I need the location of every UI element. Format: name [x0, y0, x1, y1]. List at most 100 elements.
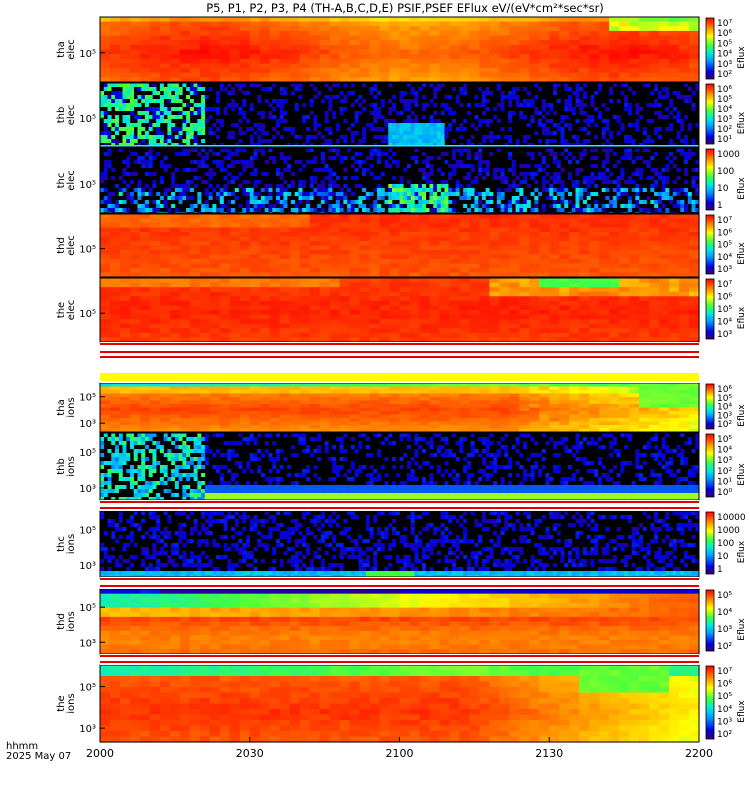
heat-cell: [319, 35, 331, 41]
heat-cell: [409, 287, 421, 293]
heat-cell: [373, 135, 378, 139]
heat-cell: [599, 287, 610, 293]
heat-cell: [259, 77, 271, 83]
heat-cell: [489, 272, 500, 278]
heat-cell: [279, 99, 284, 103]
heat-cell: [189, 54, 201, 60]
heat-cell: [599, 319, 610, 325]
heat-cell: [639, 115, 644, 119]
heat-cell: [159, 250, 171, 256]
heat-cell: [489, 196, 494, 200]
heat-cell: [249, 245, 261, 251]
heat-cell: [679, 232, 690, 238]
heat-cell: [479, 259, 490, 265]
heat-cell: [107, 200, 112, 204]
heat-cell: [229, 241, 241, 247]
heat-cell: [100, 103, 105, 107]
heat-cell: [599, 17, 610, 23]
heat-cell: [302, 184, 307, 188]
heat-cell: [679, 72, 690, 78]
heat-cell: [586, 131, 591, 135]
heat-cell: [299, 236, 311, 242]
heat-cell: [171, 176, 176, 180]
heat-cell: [369, 227, 381, 233]
heat-cell: [489, 305, 500, 311]
heat-cell: [499, 245, 510, 251]
heat-cell: [499, 259, 510, 265]
heat-cell: [103, 176, 108, 180]
heat-cell: [479, 49, 490, 55]
heat-cell: [239, 68, 251, 74]
heat-cell: [329, 245, 341, 251]
heat-cell: [564, 139, 569, 143]
heat-cell: [231, 180, 236, 184]
heat-cell: [695, 176, 700, 180]
heat-cell: [691, 168, 696, 172]
heat-cell: [560, 135, 565, 139]
heat-cell: [469, 254, 480, 260]
heat-cell: [500, 103, 505, 107]
heat-cell: [114, 95, 120, 99]
heat-cell: [268, 148, 273, 152]
heat-cell: [309, 184, 314, 188]
heat-cell: [309, 54, 321, 60]
heat-cell: [239, 263, 251, 269]
heat-cell: [687, 192, 692, 196]
heat-cell: [429, 254, 441, 260]
heat-cell: [163, 107, 168, 111]
heat-cell: [459, 300, 470, 307]
heat-cell: [419, 314, 431, 320]
heat-cell: [409, 232, 421, 238]
heat-cell: [519, 63, 530, 69]
heat-cell: [239, 232, 251, 238]
heat-cell: [695, 83, 700, 87]
heat-cell: [179, 272, 191, 278]
heat-cell: [369, 156, 374, 160]
heat-cell: [499, 63, 510, 69]
heat-cell: [627, 180, 632, 184]
heat-cell: [139, 17, 151, 23]
heat-cell: [439, 218, 451, 224]
heat-cell: [639, 40, 650, 46]
heat-cell: [268, 184, 273, 188]
heat-cell: [569, 287, 580, 293]
heat-cell: [523, 115, 528, 119]
heat-cell: [159, 131, 164, 135]
heat-cell: [139, 407, 151, 412]
heat-cell: [144, 119, 149, 123]
heat-cell: [149, 272, 161, 278]
heat-cell: [103, 95, 108, 99]
heat-cell: [605, 148, 610, 152]
heat-cell: [579, 236, 590, 242]
heat-cell: [149, 425, 161, 430]
heat-cell: [189, 236, 201, 242]
heat-cell: [409, 223, 421, 229]
heat-cell: [100, 145, 699, 147]
heat-cell: [259, 337, 271, 343]
heat-cell: [559, 30, 570, 37]
heat-cell: [419, 232, 431, 238]
heat-cell: [294, 192, 299, 196]
heat-cell: [459, 223, 470, 229]
heat-cell: [167, 208, 172, 212]
heat-cell: [609, 172, 614, 176]
heat-cell: [290, 127, 295, 131]
heat-cell: [691, 208, 696, 212]
heat-cell: [299, 35, 311, 41]
heat-cell: [289, 223, 301, 229]
heat-cell: [373, 87, 378, 91]
heat-cell: [689, 214, 700, 220]
heat-cell: [309, 196, 314, 200]
heat-cell: [439, 272, 451, 278]
heat-cell: [448, 127, 453, 131]
heat-cell: [354, 152, 359, 156]
heat-cell: [478, 87, 483, 91]
heat-cell: [219, 272, 231, 278]
heat-cell: [109, 58, 121, 65]
heat-cell: [649, 72, 660, 78]
heat-cell: [552, 152, 558, 156]
heat-cell: [395, 135, 400, 139]
heat-cell: [179, 17, 191, 23]
heat-cell: [289, 305, 301, 311]
heat-cell: [268, 196, 273, 200]
